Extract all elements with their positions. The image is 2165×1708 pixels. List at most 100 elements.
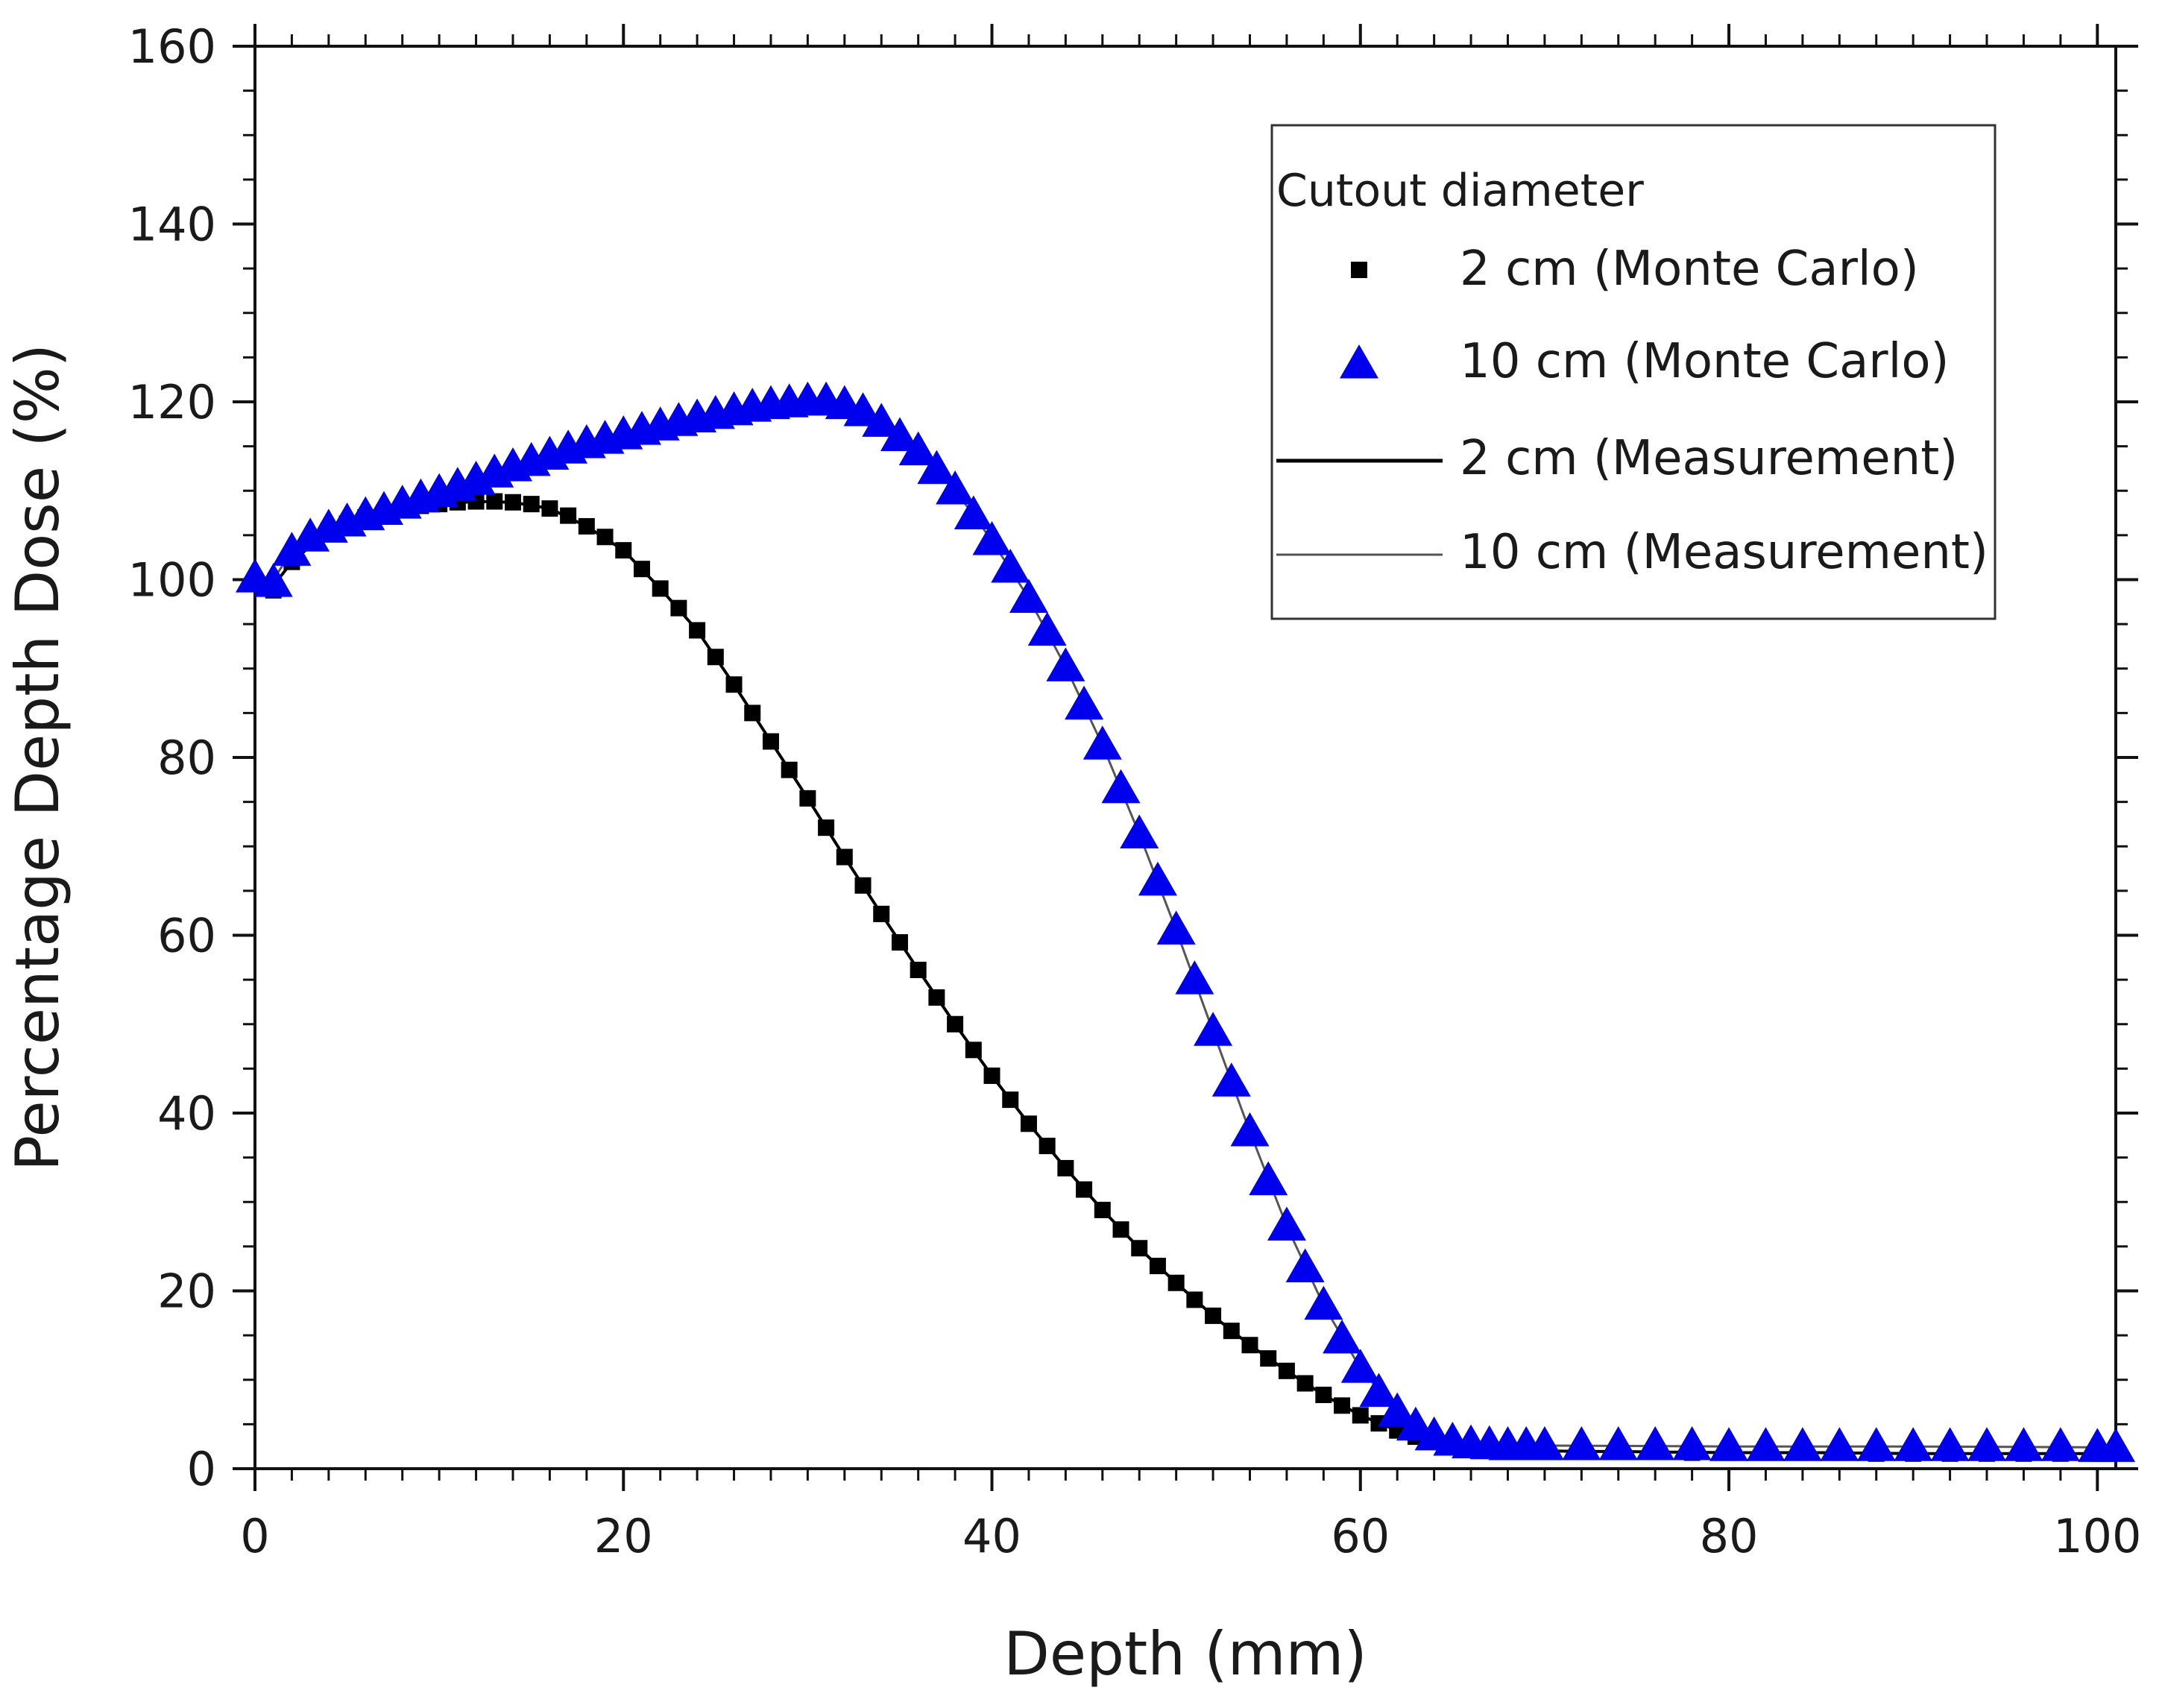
mc-10cm-point	[1672, 1425, 1712, 1460]
mc-10cm-point	[2096, 1428, 2135, 1462]
mc-10cm-point	[862, 403, 901, 437]
y-tick-label: 60	[157, 909, 216, 963]
mc-10cm-point	[1856, 1427, 1896, 1461]
mc-2cm-point	[1334, 1397, 1351, 1414]
mc-10cm-point	[1249, 1161, 1288, 1196]
y-tick-label: 80	[157, 731, 216, 785]
mc-10cm-point	[1323, 1319, 1362, 1354]
mc-10cm-point	[1359, 1373, 1399, 1407]
y-tick-label: 0	[187, 1442, 216, 1496]
mc-10cm-point	[1709, 1427, 1749, 1461]
mc-2cm-point	[1131, 1240, 1148, 1257]
mc-10cm-point	[972, 521, 1012, 555]
legend-triangle-marker	[1340, 344, 1378, 379]
mc-10cm-point	[1156, 910, 1196, 945]
legend-entry: 2 cm (Measurement)	[1276, 431, 1958, 486]
mc-10cm-point	[1378, 1392, 1417, 1427]
mc-2cm-point	[652, 580, 669, 597]
mc-10cm-point	[880, 417, 919, 452]
mc-2cm-point	[596, 529, 614, 546]
mc-10cm-point	[1120, 814, 1159, 849]
mc-10cm-point	[1267, 1206, 1306, 1241]
mc-2cm-point	[1186, 1291, 1203, 1308]
mc-10cm-point	[253, 563, 293, 597]
mc-2cm-point	[818, 819, 835, 836]
mc-10cm-point	[1930, 1427, 1970, 1461]
mc-10cm-point	[2004, 1427, 2043, 1461]
mc-10cm-point	[1746, 1427, 1786, 1461]
mc-10cm-point	[1820, 1427, 1859, 1461]
mc-10cm-point	[1101, 769, 1141, 804]
mc-2cm-point	[762, 733, 779, 750]
mc-2cm-point	[965, 1041, 982, 1059]
mc-2cm-point	[689, 622, 706, 639]
mc-10cm-point	[1009, 579, 1048, 614]
mc-2cm-point	[523, 496, 540, 513]
mc-2cm-point	[1112, 1221, 1129, 1238]
mc-10cm-point	[1525, 1425, 1564, 1460]
mc-10cm-point	[917, 450, 957, 485]
x-tick-label: 60	[1331, 1509, 1390, 1563]
mc-10cm-point	[1304, 1285, 1343, 1320]
mc-10cm-point	[898, 431, 938, 466]
mc-2cm-point	[873, 905, 890, 922]
mc-10cm-point	[1285, 1248, 1325, 1282]
mc-2cm-point	[707, 649, 724, 666]
mc-10cm-point	[991, 548, 1030, 583]
mc-2cm-point	[1223, 1323, 1240, 1340]
axis-ticks-layer: 0 20 40 60 80 100 0 20 40 60 80 100 120 140 160	[128, 19, 2142, 1563]
mc-10cm-point	[1194, 1012, 1233, 1046]
mc-10cm-point	[1211, 1062, 1251, 1097]
y-tick-label: 40	[157, 1086, 216, 1141]
mc-2cm-point	[1296, 1375, 1314, 1392]
legend-entry: 10 cm (Monte Carlo)	[1340, 334, 1950, 389]
mc-2cm-point	[1315, 1387, 1332, 1404]
x-tick-label: 0	[240, 1509, 269, 1563]
monte-carlo-markers-layer	[236, 381, 2135, 1462]
mc-10cm-point	[1082, 725, 1122, 760]
mc-2cm-point	[1076, 1181, 1093, 1198]
x-tick-label: 20	[594, 1509, 653, 1563]
mc-10cm-point	[936, 470, 975, 505]
legend: Cutout diameter 2 cm (Monte Carlo) 10 cm …	[1270, 124, 1997, 620]
mc-10cm-point	[1636, 1425, 1675, 1460]
mc-10cm-point	[954, 495, 993, 529]
mc-2cm-point	[541, 500, 558, 517]
mc-2cm-point	[486, 493, 503, 510]
legend-label: 10 cm (Monte Carlo)	[1460, 334, 1950, 389]
x-axis-title: Depth (mm)	[1003, 1619, 1367, 1689]
legend-label: 10 cm (Measurement)	[1460, 525, 1988, 580]
x-tick-label: 80	[1700, 1509, 1759, 1563]
mc-10cm-point	[1340, 1349, 1380, 1383]
y-axis-title: Percentage Depth Dose (%)	[3, 344, 72, 1171]
mc-2cm-point	[947, 1015, 964, 1033]
mc-10cm-point	[2040, 1427, 2080, 1461]
y-tick-label: 140	[128, 198, 216, 252]
mc-2cm-point	[633, 561, 650, 578]
legend-entry: 10 cm (Measurement)	[1276, 525, 1988, 580]
mc-2cm-point	[1020, 1115, 1037, 1132]
mc-2cm-point	[560, 507, 577, 524]
mc-2cm-point	[1260, 1350, 1277, 1367]
mc-2cm-point	[854, 877, 872, 894]
mc-2cm-point	[1278, 1362, 1295, 1379]
y-tick-label: 160	[128, 19, 216, 74]
mc-10cm-point	[1598, 1425, 1638, 1460]
axis-labels-layer: Depth (mm) Percentage Depth Dose (%)	[3, 344, 1367, 1689]
mc-10cm-point	[1967, 1427, 2007, 1461]
mc-10cm-point	[1027, 611, 1067, 646]
mc-10cm-point	[1562, 1425, 1601, 1460]
mc-2cm-point	[781, 761, 798, 778]
mc-10cm-point	[272, 532, 312, 566]
mc-2cm-point	[799, 790, 816, 807]
legend-entry: 2 cm (Monte Carlo)	[1351, 242, 1919, 297]
y-tick-label: 100	[128, 553, 216, 608]
y-tick-label: 20	[157, 1264, 216, 1319]
mc-10cm-point	[1894, 1427, 1933, 1461]
mc-2cm-point	[744, 705, 761, 722]
mc-2cm-point	[1149, 1258, 1166, 1275]
mc-2cm-point	[1352, 1407, 1369, 1424]
mc-2cm-point	[983, 1067, 1000, 1084]
